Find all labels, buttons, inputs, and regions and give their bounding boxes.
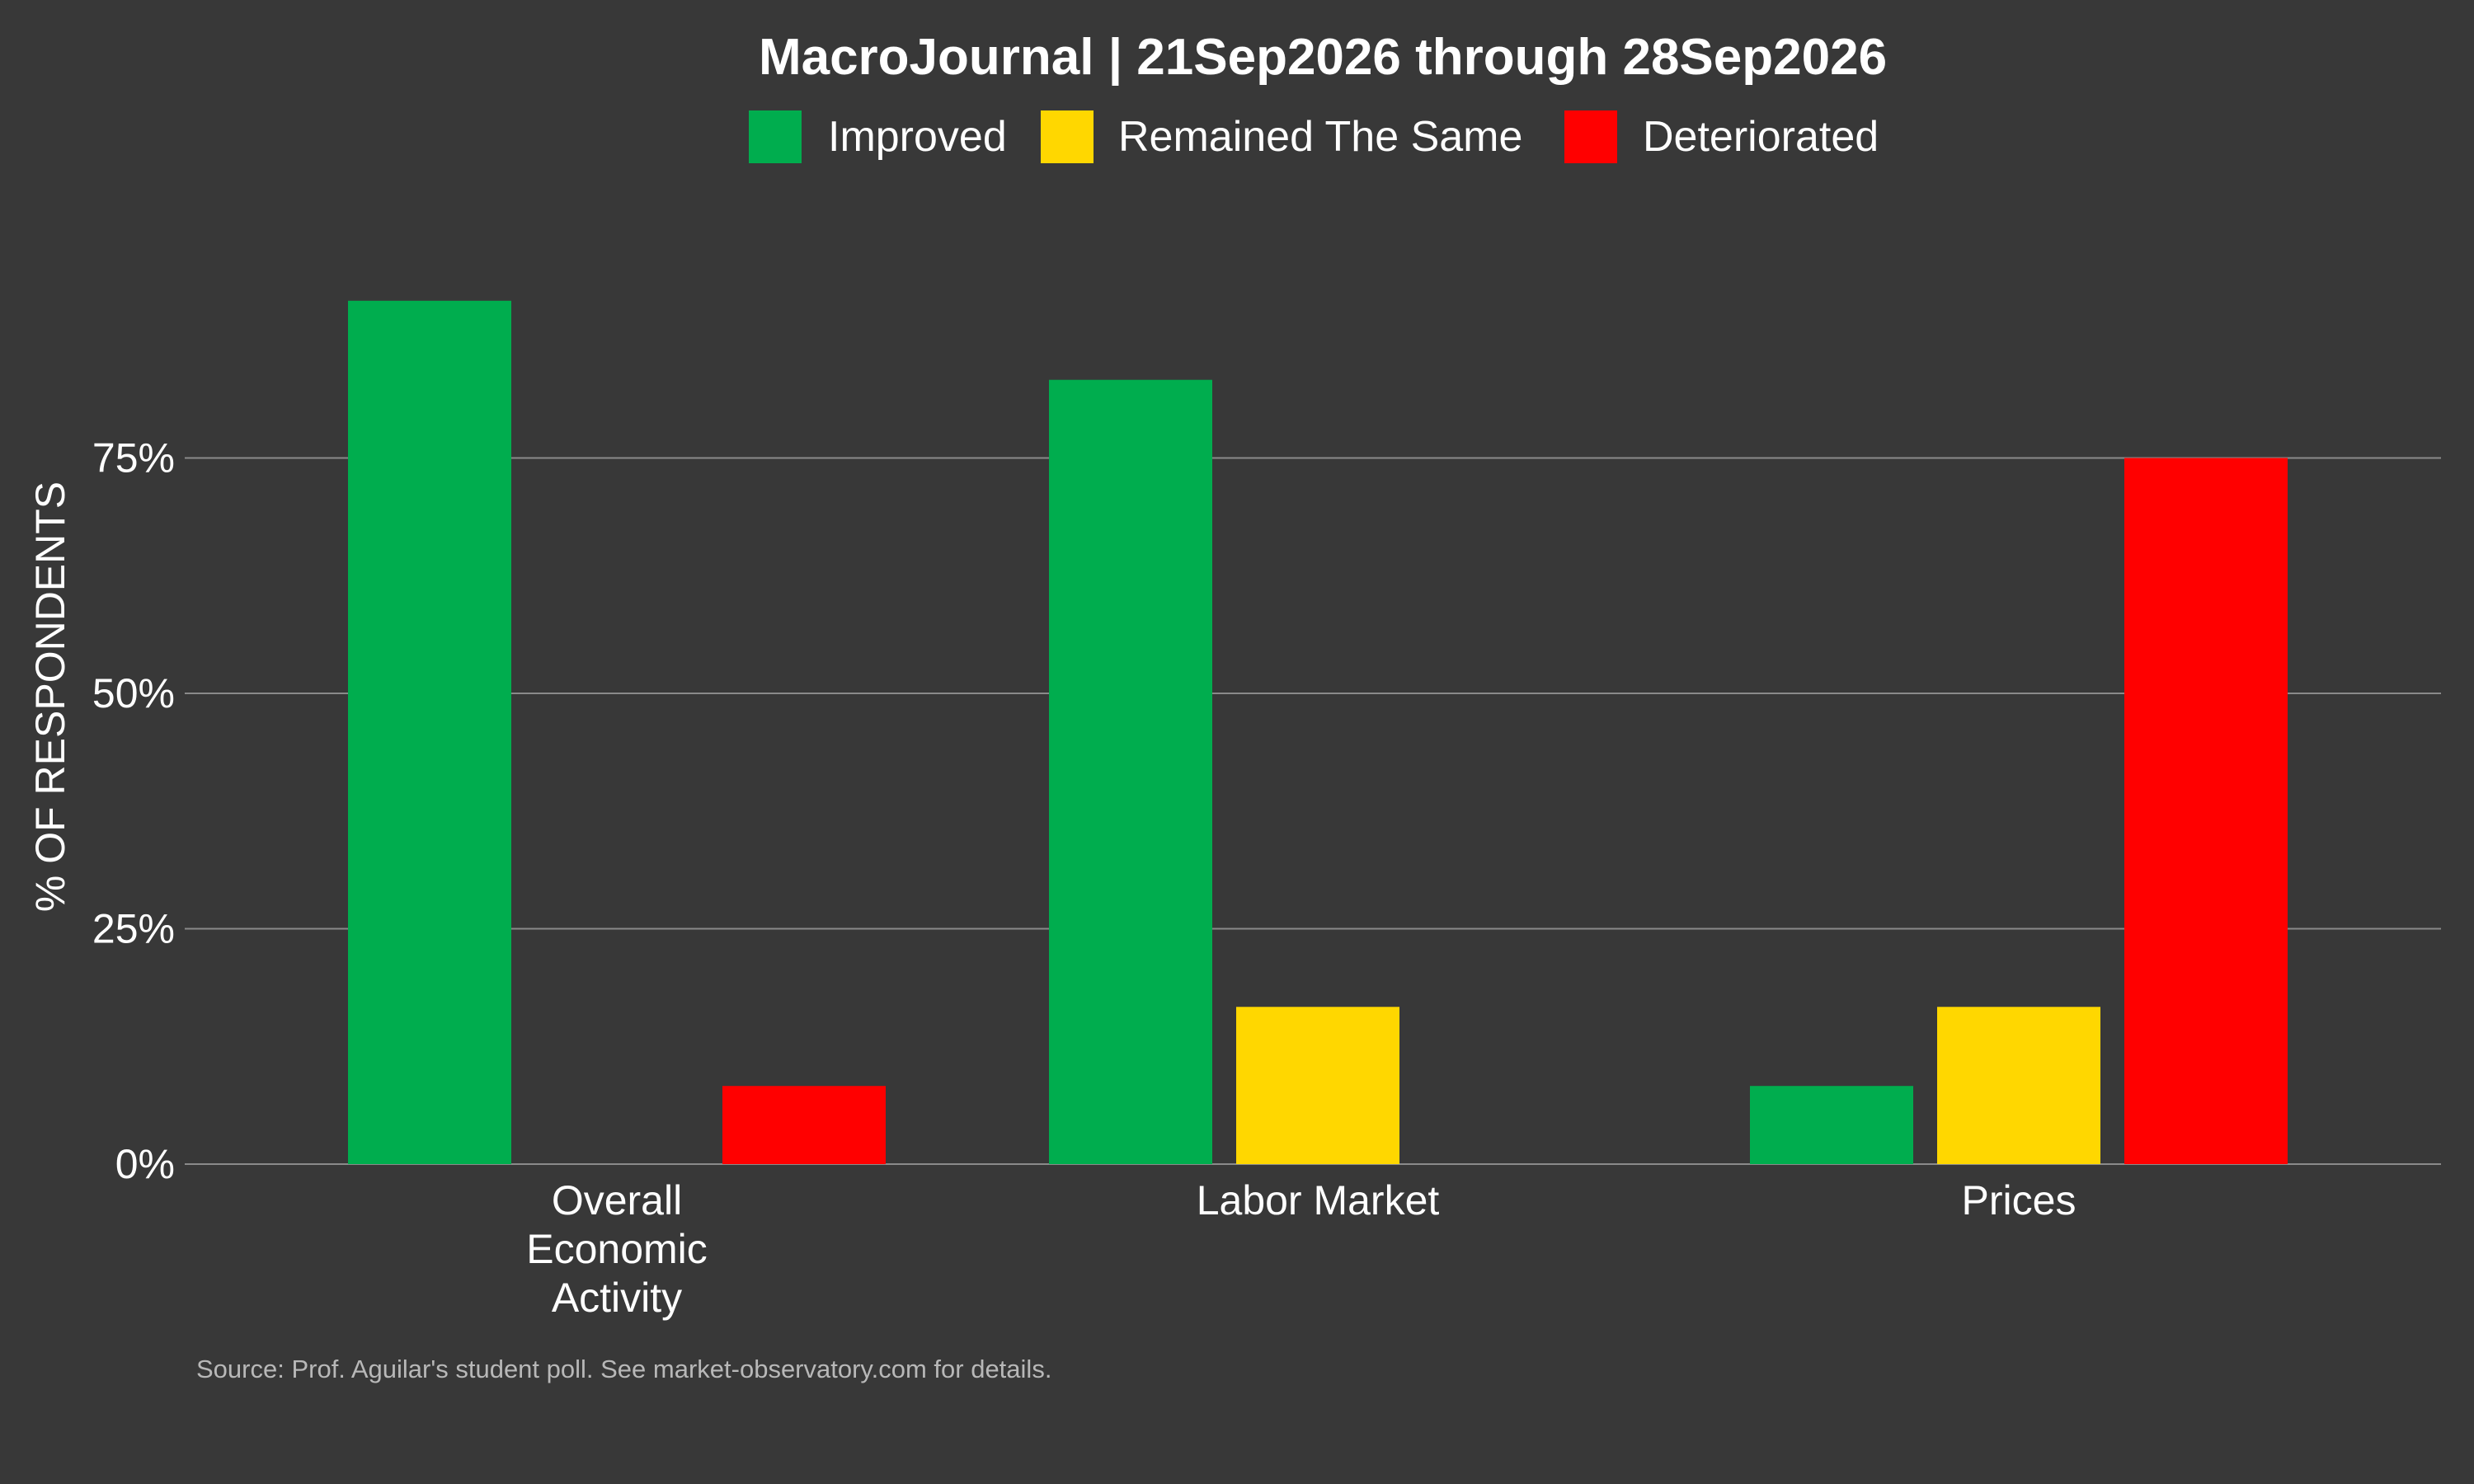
bar <box>1049 379 1212 1164</box>
source-note: Source: Prof. Aguilar's student poll. Se… <box>196 1355 1051 1383</box>
bar <box>722 1086 886 1164</box>
x-category-label: Economic <box>526 1226 708 1272</box>
bars <box>348 300 2288 1164</box>
legend-label: Improved <box>828 113 1007 161</box>
bar <box>348 300 511 1164</box>
x-category-label: Labor Market <box>1197 1177 1440 1223</box>
legend: Improved Remained The Same Deteriorated <box>749 110 1879 163</box>
bar <box>1937 1007 2100 1164</box>
x-category-label: Prices <box>1962 1177 2077 1223</box>
legend-label: Remained The Same <box>1118 113 1522 161</box>
y-tick-label: 0% <box>115 1141 175 1187</box>
legend-label: Deteriorated <box>1643 113 1879 161</box>
y-tick-label: 25% <box>92 906 175 952</box>
y-axis-label: % OF RESPONDENTS <box>27 481 73 912</box>
chart-title: MacroJournal | 21Sep2026 through 28Sep20… <box>759 29 1887 87</box>
x-category-label: Activity <box>552 1275 682 1321</box>
y-tick-label: 75% <box>92 435 175 481</box>
legend-swatch <box>749 110 802 163</box>
legend-swatch <box>1564 110 1617 163</box>
y-tick-label: 50% <box>92 670 175 716</box>
legend-swatch <box>1041 110 1094 163</box>
bar <box>2124 458 2288 1164</box>
bar <box>1750 1086 1913 1164</box>
y-axis-ticks: 0% 25% 50% 75% <box>92 435 196 1187</box>
x-category-label: Overall <box>552 1177 682 1223</box>
bar <box>1236 1007 1399 1164</box>
